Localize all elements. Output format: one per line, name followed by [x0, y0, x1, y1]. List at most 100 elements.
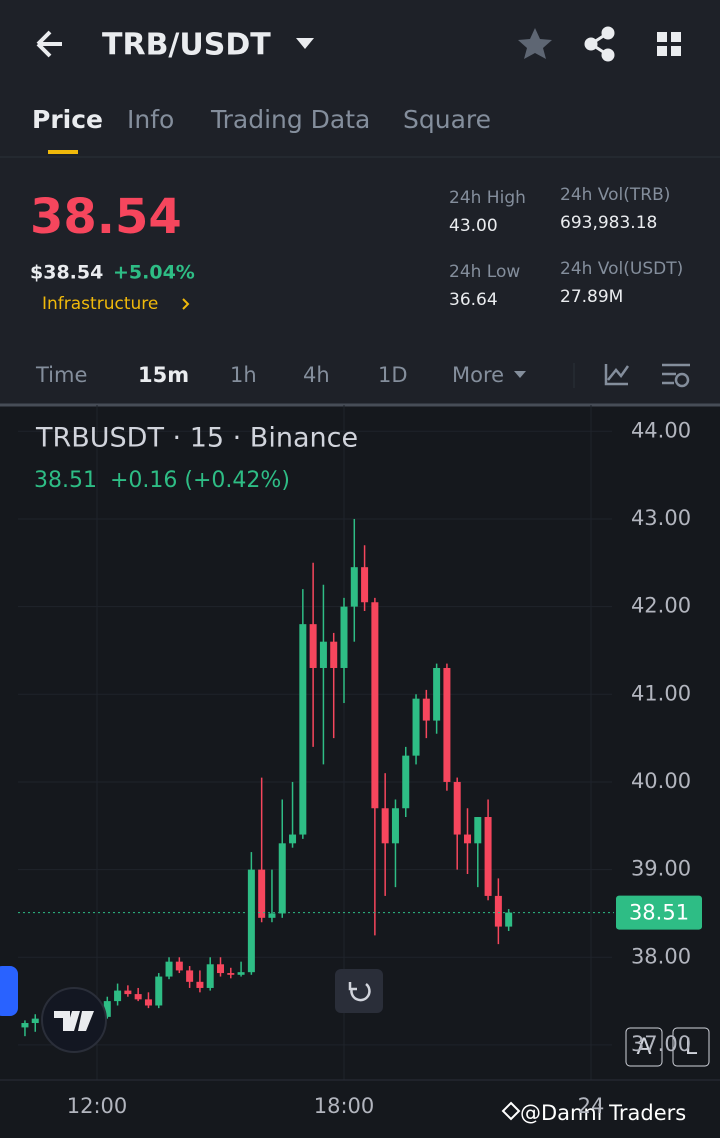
- candle-body: [144, 999, 152, 1006]
- candle-body: [227, 973, 235, 975]
- tab[interactable]: Square: [403, 105, 491, 134]
- watermark-logo: [501, 1101, 521, 1121]
- stat-value: 27.89M: [560, 287, 623, 307]
- candle-body: [340, 606, 348, 668]
- interval[interactable]: 1D: [378, 363, 408, 387]
- legend-price: 38.51: [34, 468, 97, 493]
- tab[interactable]: Info: [127, 105, 174, 134]
- candle-body: [391, 808, 399, 844]
- candle-body: [21, 1023, 29, 1028]
- menu-button[interactable]: [657, 32, 681, 56]
- candle-body: [309, 624, 317, 668]
- watermark: @Danni Traders: [520, 1101, 686, 1125]
- candle-body: [433, 667, 441, 721]
- sector-tag[interactable]: Infrastructure: [42, 294, 158, 314]
- candle-body: [319, 641, 327, 668]
- stat-label: 24h Low: [449, 262, 520, 282]
- candle-body: [361, 567, 369, 603]
- interval[interactable]: 1h: [230, 363, 257, 387]
- candle-body: [155, 976, 163, 1006]
- candle-body: [237, 972, 245, 975]
- candle-body: [247, 869, 255, 973]
- interval[interactable]: 4h: [303, 363, 330, 387]
- log-button[interactable]: [672, 1027, 710, 1067]
- chevron: [182, 298, 190, 310]
- interval[interactable]: Time: [35, 363, 87, 387]
- y-tick-label: 44.00: [631, 418, 691, 442]
- candle-body: [217, 964, 224, 974]
- y-tick-label: 41.00: [631, 681, 691, 705]
- x-tick-label: 24: [578, 1094, 605, 1118]
- stat-label: 24h Vol(TRB): [560, 185, 670, 205]
- stat-value: 43.00: [449, 216, 498, 236]
- stat-value: 36.64: [449, 290, 498, 310]
- candle-body: [196, 981, 204, 988]
- button-label: L: [685, 1035, 698, 1060]
- candle-body: [402, 755, 410, 809]
- pair-title[interactable]: TRB/USDT: [102, 28, 271, 63]
- reset-button[interactable]: [335, 969, 383, 1013]
- candle-body: [278, 843, 286, 914]
- candle-body: [422, 698, 430, 721]
- stat-label: 24h High: [449, 188, 526, 208]
- side-toggle[interactable]: [0, 966, 18, 1016]
- interval[interactable]: 15m: [138, 363, 189, 387]
- candle-body: [464, 834, 471, 844]
- share-button[interactable]: [584, 26, 615, 62]
- chart-title: TRBUSDT · 15 · Binance: [35, 423, 358, 454]
- pair-dropdown[interactable]: [296, 38, 314, 49]
- candle-body: [124, 990, 132, 995]
- chart-bg: [0, 405, 720, 1138]
- x-tick-label: 18:00: [314, 1094, 375, 1118]
- candle-body: [103, 1001, 111, 1017]
- tv-logo-mark: [54, 1011, 94, 1031]
- interval[interactable]: More: [452, 363, 504, 387]
- auto-button[interactable]: [625, 1027, 663, 1067]
- candles: [21, 518, 513, 1037]
- tab[interactable]: Price: [32, 105, 103, 134]
- button-label: A: [636, 1035, 651, 1060]
- candle-body: [453, 781, 461, 835]
- grid: [18, 405, 612, 1080]
- y-tick-label: 39.00: [631, 857, 691, 881]
- candle-body: [474, 817, 482, 844]
- candle-body: [505, 912, 513, 927]
- candle-body: [289, 834, 297, 844]
- candle-body: [114, 990, 122, 1002]
- y-tick-label: 40.00: [631, 769, 691, 793]
- candle-body: [484, 817, 492, 896]
- candle-body: [299, 624, 307, 835]
- candle-body: [494, 895, 502, 927]
- y-tick-label: 37.00: [631, 1032, 691, 1056]
- candle-body: [268, 913, 276, 918]
- last-price: 38.54: [30, 189, 182, 245]
- price-change: +5.04%: [113, 262, 195, 284]
- candle-body: [258, 869, 266, 918]
- y-tick-label: 42.00: [631, 594, 691, 618]
- tab-indicator: [48, 150, 78, 154]
- candle-body: [443, 667, 451, 782]
- settings-button[interactable]: [662, 363, 690, 388]
- reset-icon: [348, 982, 371, 1002]
- favorite-button[interactable]: [518, 28, 552, 59]
- candle-body: [165, 961, 173, 977]
- more-dropdown: [514, 371, 526, 378]
- back-button[interactable]: [36, 30, 62, 58]
- indicator-button[interactable]: [604, 364, 630, 386]
- tab[interactable]: Trading Data: [210, 105, 370, 134]
- candle-body: [412, 698, 420, 756]
- last-price-label: 38.51: [629, 901, 689, 925]
- last-price-tag: [616, 895, 702, 930]
- candle-body: [134, 994, 142, 1000]
- candle-body: [350, 567, 358, 607]
- y-tick-label: 43.00: [631, 506, 691, 530]
- stat-value: 693,983.18: [560, 213, 657, 233]
- stat-label: 24h Vol(USDT): [560, 259, 683, 279]
- candle-body: [31, 1018, 39, 1024]
- candle-body: [381, 808, 389, 844]
- candle-body: [206, 964, 214, 988]
- legend-change: +0.16 (+0.42%): [110, 468, 290, 493]
- candle-body: [371, 602, 379, 809]
- header-bg: [0, 0, 720, 405]
- usd-price: $38.54: [30, 262, 103, 284]
